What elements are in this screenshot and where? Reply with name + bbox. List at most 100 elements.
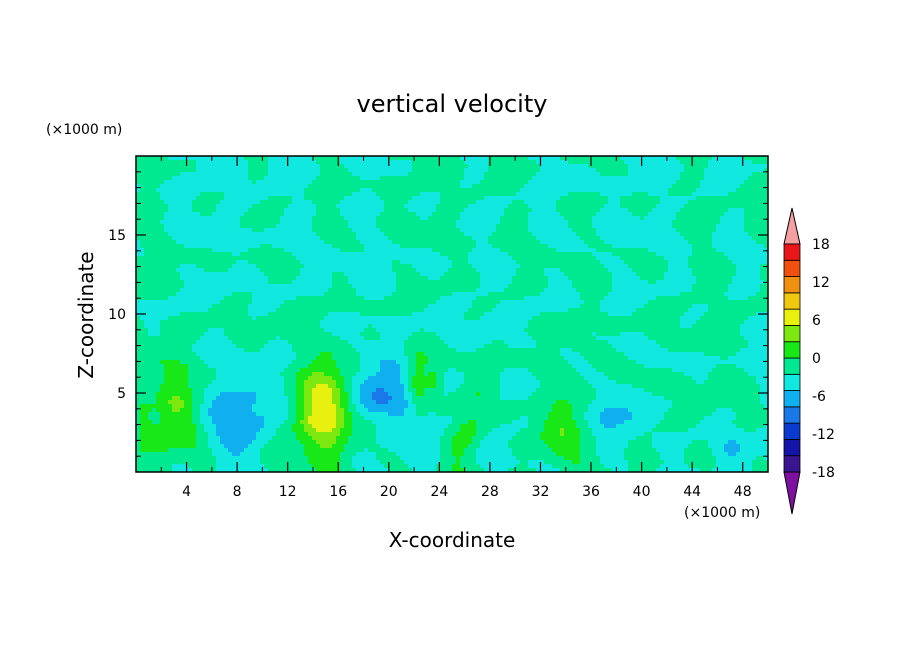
field-cell	[364, 216, 368, 220]
field-cell	[264, 216, 268, 220]
field-cell	[312, 180, 316, 184]
field-cell	[156, 156, 160, 160]
field-cell	[572, 236, 576, 240]
field-cell	[540, 228, 544, 232]
field-cell	[220, 260, 224, 264]
field-cell	[172, 200, 176, 204]
field-cell	[196, 188, 200, 192]
field-cell	[708, 180, 712, 184]
field-cell	[516, 164, 520, 168]
field-cell	[436, 220, 440, 224]
field-cell	[448, 184, 452, 188]
field-cell	[492, 248, 496, 252]
field-cell	[260, 256, 264, 260]
field-cell	[272, 272, 276, 276]
field-cell	[604, 204, 608, 208]
field-cell	[556, 224, 560, 228]
field-cell	[704, 180, 708, 184]
field-cell	[372, 168, 376, 172]
field-cell	[312, 196, 316, 200]
field-cell	[600, 244, 604, 248]
field-cell	[648, 156, 652, 160]
field-cell	[224, 208, 228, 212]
field-cell	[184, 280, 188, 284]
field-cell	[592, 252, 596, 256]
field-cell	[712, 184, 716, 188]
field-cell	[452, 188, 456, 192]
field-cell	[500, 172, 504, 176]
field-cell	[188, 224, 192, 228]
field-cell	[472, 268, 476, 272]
field-cell	[600, 196, 604, 200]
field-cell	[180, 216, 184, 220]
field-cell	[340, 188, 344, 192]
field-cell	[484, 248, 488, 252]
field-cell	[468, 160, 472, 164]
field-cell	[524, 228, 528, 232]
field-cell	[316, 156, 320, 160]
field-cell	[192, 280, 196, 284]
field-cell	[208, 184, 212, 188]
field-cell	[240, 240, 244, 244]
field-cell	[524, 196, 528, 200]
field-cell	[236, 228, 240, 232]
field-cell	[284, 260, 288, 264]
field-cell	[332, 172, 336, 176]
field-cell	[708, 252, 712, 256]
field-cell	[332, 220, 336, 224]
field-cell	[524, 236, 528, 240]
field-cell	[708, 272, 712, 276]
field-cell	[504, 188, 508, 192]
field-cell	[412, 228, 416, 232]
field-cell	[404, 232, 408, 236]
field-cell	[368, 184, 372, 188]
field-cell	[732, 240, 736, 244]
field-cell	[404, 204, 408, 208]
field-cell	[688, 220, 692, 224]
field-cell	[740, 192, 744, 196]
field-cell	[724, 240, 728, 244]
field-cell	[176, 156, 180, 160]
field-cell	[440, 160, 444, 164]
field-cell	[148, 276, 152, 280]
field-cell	[328, 256, 332, 260]
field-cell	[600, 180, 604, 184]
field-cell	[460, 184, 464, 188]
field-cell	[436, 256, 440, 260]
field-cell	[144, 204, 148, 208]
field-cell	[500, 164, 504, 168]
field-cell	[588, 220, 592, 224]
field-cell	[700, 172, 704, 176]
field-cell	[248, 204, 252, 208]
field-cell	[388, 244, 392, 248]
field-cell	[260, 168, 264, 172]
field-cell	[616, 260, 620, 264]
field-cell	[504, 256, 508, 260]
field-cell	[336, 216, 340, 220]
field-cell	[168, 252, 172, 256]
field-cell	[176, 224, 180, 228]
field-cell	[640, 276, 644, 280]
field-cell	[280, 172, 284, 176]
field-cell	[744, 256, 748, 260]
field-cell	[308, 236, 312, 240]
field-cell	[360, 236, 364, 240]
field-cell	[224, 248, 228, 252]
field-cell	[544, 208, 548, 212]
field-cell	[308, 172, 312, 176]
field-cell	[536, 248, 540, 252]
field-cell	[464, 240, 468, 244]
field-cell	[564, 204, 568, 208]
field-cell	[256, 184, 260, 188]
field-cell	[576, 276, 580, 280]
field-cell	[160, 268, 164, 272]
field-cell	[228, 204, 232, 208]
field-cell	[404, 248, 408, 252]
field-cell	[764, 164, 768, 168]
field-cell	[736, 240, 740, 244]
field-cell	[572, 252, 576, 256]
field-cell	[636, 188, 640, 192]
field-cell	[316, 192, 320, 196]
field-cell	[316, 208, 320, 212]
field-cell	[208, 244, 212, 248]
